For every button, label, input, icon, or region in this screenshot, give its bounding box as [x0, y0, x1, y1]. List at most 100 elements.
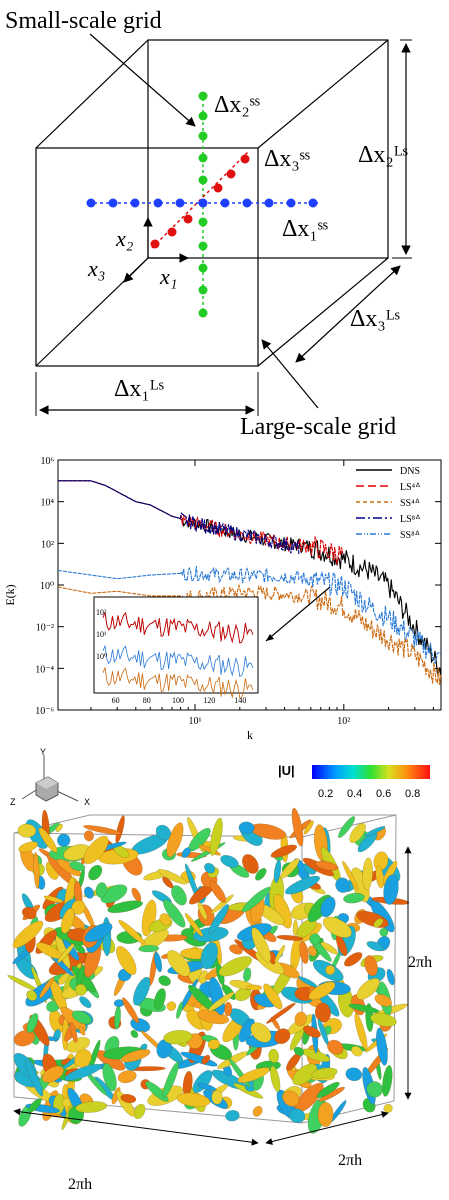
vortex-blob: [41, 1065, 64, 1083]
colorbar-tick-0: 0.2: [318, 788, 333, 800]
vortex-blob: [33, 851, 40, 889]
vortex-blob: [292, 919, 298, 936]
dim-label-bottom-right: 2πh: [338, 1152, 362, 1169]
vortex-blob: [75, 983, 87, 996]
colorbar-tick-1: 0.4: [347, 788, 362, 800]
inset-x-tick-label: 100: [172, 696, 184, 705]
vortex-blob: [282, 1090, 300, 1107]
triad-x-label: X: [84, 797, 90, 807]
y-tick-label: 10⁻⁶: [35, 706, 54, 717]
vortex-blob: [298, 976, 318, 988]
vortex-blob: [225, 1110, 240, 1122]
vortex-blob: [315, 1002, 331, 1023]
series-ss4: [57, 583, 442, 686]
vortex-blob: [229, 944, 243, 955]
axis-x1-label: x₁: [159, 264, 177, 289]
vortex-blob: [375, 1027, 388, 1066]
vortex-blob: [270, 1065, 281, 1093]
vortex-blob: [211, 1090, 223, 1105]
vortex-blob: [60, 908, 75, 934]
y-tick-label: 10⁰: [40, 581, 54, 592]
vortex-blob: [209, 880, 227, 903]
vortex-blob: [132, 976, 151, 1006]
vortex-blob: [292, 1063, 318, 1086]
vortex-blob: [116, 1090, 136, 1117]
x-axis-label: k: [247, 728, 253, 742]
vortex-blob: [57, 833, 71, 847]
chart-legend: DNS LS⁴ᐞ SS⁴ᐞ LS⁸ᐞ SS⁸ᐞ: [356, 466, 421, 541]
energy-spectrum-chart: 10⁶ 10⁴ 10² 10⁰ 10⁻² 10⁻⁴ 10⁻⁶ 10¹ 10² E(k) k D…: [3, 456, 442, 742]
vortex-blob: [162, 876, 174, 889]
vortex-blob: [176, 1092, 211, 1108]
colorbar-title: |U|: [278, 763, 295, 778]
vortex-blob: [373, 918, 384, 928]
dim-label-right: 2πh: [408, 954, 432, 971]
series-ls8: [58, 480, 300, 555]
vortex-blob: [95, 882, 107, 898]
vortex-blob: [120, 1049, 151, 1063]
vortex-blob: [196, 1082, 217, 1092]
vortex-blob: [276, 934, 304, 941]
vortex-blob: [383, 1103, 393, 1113]
zoom-inset: 60 80 100 120 140 10² 10¹ 10⁰: [93, 586, 331, 705]
small-scale-grid-label: Small-scale grid: [5, 8, 162, 34]
small-scale-pointer: [89, 33, 196, 127]
vortex-blob: [291, 807, 304, 847]
vortex-blob: [116, 945, 137, 976]
vortex-blob: [350, 1045, 363, 1057]
vortex-blob: [166, 950, 191, 977]
y-tick-label: 10⁴: [41, 498, 55, 509]
vortex-blob: [316, 1081, 340, 1099]
dx2-ss-label: Δx₂ˢˢ: [214, 92, 260, 118]
vortex-blob: [243, 967, 252, 982]
y-tick-label: 10²: [41, 539, 54, 550]
colorbar: [312, 765, 430, 779]
inset-x-tick-label: 120: [203, 696, 215, 705]
vortex-blob: [274, 944, 286, 963]
dx2-ls-label: Δx₂ᴸˢ: [358, 142, 408, 168]
vortex-isosurfaces: [7, 807, 410, 1134]
axis-x3-label: x₃: [87, 256, 105, 281]
inset-x-tick-label: 140: [234, 696, 246, 705]
vortex-blob: [83, 886, 95, 899]
dim-arrow-bottom-left: [13, 1108, 259, 1146]
y-tick-label: 10⁻²: [36, 623, 54, 634]
vortex-blob: [201, 1054, 211, 1065]
vortex-blob: [83, 825, 122, 835]
dim-label-bottom-left: 2πh: [68, 1176, 92, 1193]
vortex-blob: [166, 822, 184, 858]
vortex-blob: [342, 860, 359, 891]
y-axis-label: E(k): [3, 584, 17, 605]
vortex-blob: [100, 884, 128, 904]
vortex-blob: [21, 906, 37, 920]
vortex-blob: [311, 1067, 338, 1079]
vortex-blob: [302, 1025, 321, 1038]
vortex-blob: [366, 1081, 383, 1098]
vortex-blob: [121, 997, 140, 1024]
vortex-blob: [12, 920, 44, 949]
inset-y-tick-label: 10⁰: [96, 652, 107, 661]
dx3-ls-arrow: [295, 265, 401, 363]
vortex-blob: [274, 1028, 291, 1045]
vortex-blob: [220, 854, 239, 868]
colorbar-tick-3: 0.8: [405, 788, 420, 800]
vortex-blob: [303, 820, 314, 835]
large-scale-pointer: [261, 339, 319, 409]
vortex-blob: [317, 1101, 334, 1128]
vortex-blob: [69, 1021, 78, 1044]
vortex-blob: [83, 835, 109, 865]
vortex-blob: [284, 875, 321, 895]
dx3-ss-label: Δx₃ˢˢ: [264, 146, 310, 172]
vortex-blob: [162, 1061, 179, 1099]
vortex-blob: [273, 859, 282, 884]
legend-label-dns: DNS: [400, 466, 420, 477]
vortex-blob: [39, 976, 55, 999]
vortex-blob: [78, 1026, 86, 1036]
vortex-blob: [293, 1046, 305, 1057]
inset-x-tick-label: 80: [143, 696, 151, 705]
vortex-blob: [197, 901, 208, 921]
vortex-blob: [345, 1067, 363, 1082]
vortex-blob: [158, 975, 171, 987]
vortex-blob: [192, 926, 229, 943]
vortex-blob: [344, 952, 363, 967]
